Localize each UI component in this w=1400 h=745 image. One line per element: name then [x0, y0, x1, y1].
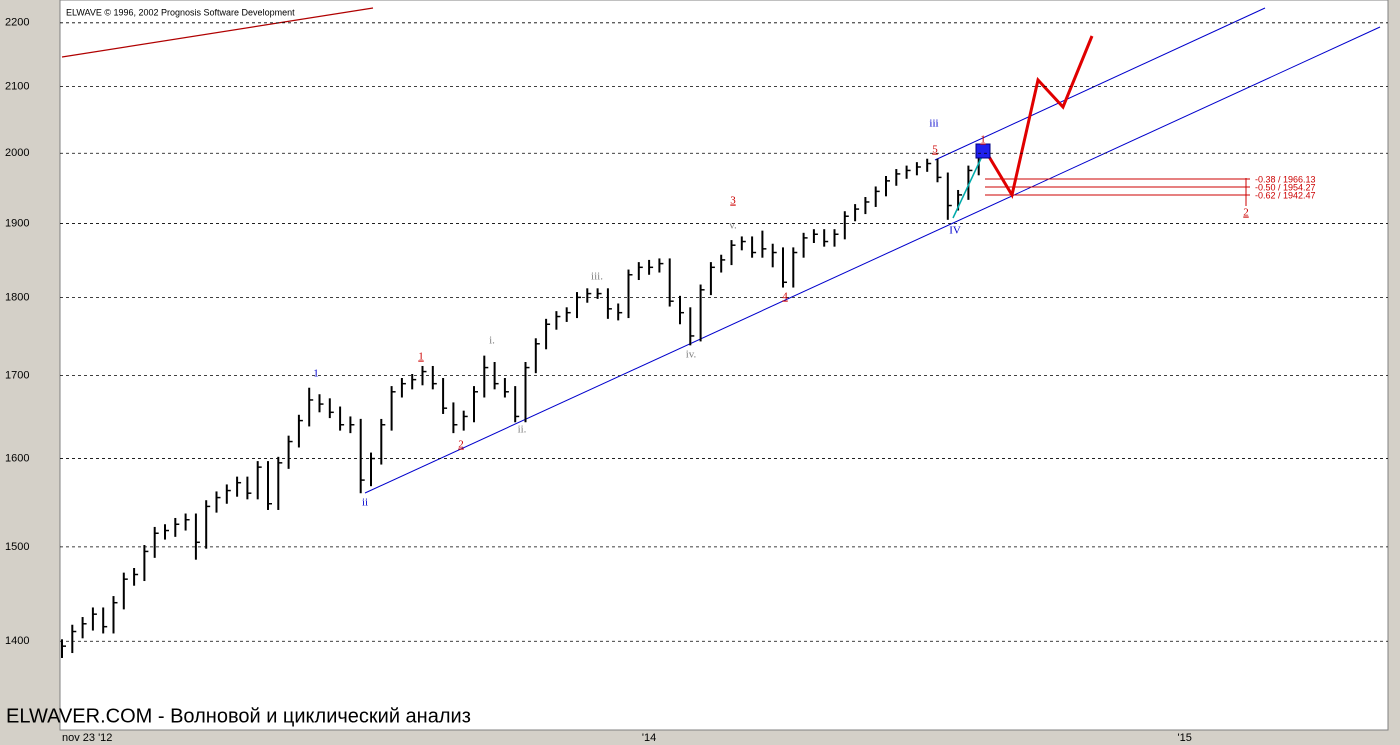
wave-label: 2 — [458, 439, 464, 451]
wave-label: 5 — [932, 144, 938, 156]
wave-label: 1 — [418, 351, 424, 363]
wave-label: ii — [362, 497, 368, 509]
wave-label: 1 — [980, 134, 986, 146]
wave-label: iv. — [686, 349, 697, 361]
chart-title: ELWAVE © 1996, 2002 Prognosis Software D… — [66, 7, 295, 17]
y-tick-label: 1800 — [5, 291, 29, 303]
right-strip — [1388, 0, 1400, 745]
wave-label: 4 — [782, 291, 788, 303]
fib-label: -0.62 / 1942.47 — [1255, 190, 1316, 200]
trend-line — [61, 7, 374, 58]
wave-label: 1 — [313, 368, 319, 380]
y-tick-label: 1600 — [5, 452, 29, 464]
y-tick-label: 1900 — [5, 217, 29, 229]
y-tick-label: 1400 — [5, 635, 29, 647]
x-tick-label: '15 — [1178, 732, 1192, 744]
plot-area — [59, 0, 1389, 731]
bars — [61, 145, 983, 658]
wave-label: iii — [929, 118, 938, 130]
y-tick-label: 2100 — [5, 80, 29, 92]
y-tick-label: 1700 — [5, 370, 29, 382]
wave-label: IV — [949, 225, 961, 237]
marker — [975, 143, 991, 159]
channel-lower — [364, 26, 1381, 494]
x-tick-label: nov 23 '12 — [62, 732, 112, 744]
y-tick-label: 2000 — [5, 147, 29, 159]
x-axis-panel — [0, 730, 1400, 745]
y-tick-label: 2200 — [5, 17, 29, 29]
fib-label: -0.50 / 1954.27 — [1255, 182, 1316, 192]
wave-label: v. — [729, 220, 737, 232]
wave-label: iii. — [591, 271, 603, 283]
projection-start — [952, 149, 986, 219]
projection — [983, 35, 1094, 199]
wave-label: i. — [489, 335, 495, 347]
y-axis-panel — [0, 0, 60, 745]
y-tick-label: 1500 — [5, 541, 29, 553]
x-tick-label: '14 — [642, 732, 656, 744]
wave-label: ii. — [518, 424, 527, 436]
footer: ELWAVER.COM - Волновой и циклический ана… — [6, 705, 471, 727]
wave-label: 2 — [1243, 207, 1249, 219]
channel-upper — [934, 7, 1266, 161]
fib-label: -0.38 / 1966.13 — [1255, 174, 1316, 184]
fib-lines — [985, 178, 1250, 206]
wave-label: 3 — [730, 195, 736, 207]
